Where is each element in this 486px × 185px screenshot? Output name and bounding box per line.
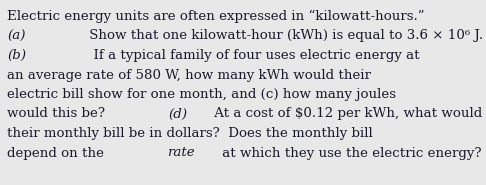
- Text: If a typical family of four uses electric energy at: If a typical family of four uses electri…: [86, 49, 420, 62]
- Text: depend on the: depend on the: [7, 147, 108, 159]
- Text: (d): (d): [169, 107, 188, 120]
- Text: their monthly bill be in dollars?  Does the monthly bill: their monthly bill be in dollars? Does t…: [7, 127, 373, 140]
- Text: rate: rate: [167, 147, 195, 159]
- Text: At a cost of $0.12 per kWh, what would: At a cost of $0.12 per kWh, what would: [210, 107, 483, 120]
- Text: Show that one kilowatt-hour (kWh) is equal to 3.6 × 10⁶ J.: Show that one kilowatt-hour (kWh) is equ…: [85, 29, 483, 43]
- Text: (b): (b): [7, 49, 26, 62]
- Text: Electric energy units are often expressed in “kilowatt-hours.”: Electric energy units are often expresse…: [7, 10, 425, 23]
- Text: electric bill show for one month, and (c) how many joules: electric bill show for one month, and (c…: [7, 88, 396, 101]
- Text: would this be?: would this be?: [7, 107, 109, 120]
- Text: at which they use the electric energy?: at which they use the electric energy?: [218, 147, 482, 159]
- Text: an average rate of 580 W, how many kWh would their: an average rate of 580 W, how many kWh w…: [7, 68, 371, 82]
- Text: (a): (a): [7, 29, 25, 43]
